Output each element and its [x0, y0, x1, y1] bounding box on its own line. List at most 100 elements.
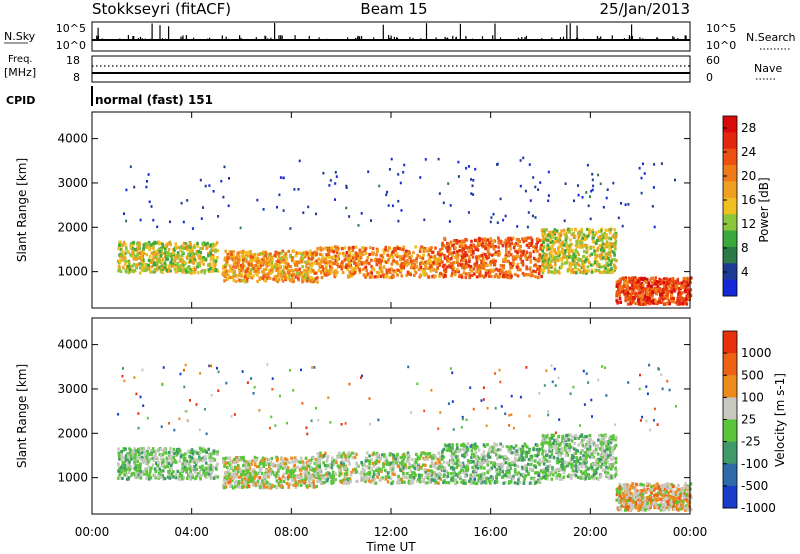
heatmap-cell	[403, 455, 407, 459]
heatmap-cell	[157, 460, 160, 465]
heatmap-cell	[589, 195, 591, 198]
heatmap-cell	[136, 469, 139, 473]
heatmap-cell	[661, 299, 664, 303]
heatmap-cell	[402, 254, 406, 258]
heatmap-cell	[557, 249, 560, 253]
heatmap-cell	[451, 254, 454, 258]
heatmap-cell	[426, 266, 429, 270]
heatmap-cell	[316, 464, 319, 468]
heatmap-cell	[265, 468, 268, 473]
heatmap-cell	[211, 266, 215, 270]
heatmap-cell	[127, 250, 130, 254]
heatmap-cell	[438, 250, 441, 255]
heatmap-cell	[386, 474, 390, 478]
heatmap-cell	[201, 449, 205, 453]
heatmap-cell	[227, 273, 230, 277]
heatmap-cell	[399, 456, 403, 460]
heatmap-cell	[606, 269, 609, 273]
heatmap-cell	[143, 447, 146, 451]
heatmap-cell	[186, 450, 190, 454]
heatmap-cell	[147, 240, 151, 244]
heatmap-cell	[683, 280, 687, 284]
heatmap-cell	[156, 464, 159, 468]
heatmap-cell	[375, 262, 379, 266]
heatmap-cell	[609, 242, 612, 246]
heatmap-cell	[250, 268, 253, 272]
heatmap-cell	[252, 266, 255, 271]
heatmap-cell	[149, 452, 153, 456]
heatmap-cell	[460, 248, 464, 253]
heatmap-cell	[246, 478, 250, 482]
heatmap-cell	[613, 232, 616, 236]
heatmap-cell	[357, 257, 360, 261]
heatmap-cell	[560, 259, 564, 263]
heatmap-cell	[345, 206, 348, 210]
heatmap-cell	[323, 454, 326, 458]
heatmap-cell	[434, 246, 437, 250]
heatmap-cell	[334, 254, 337, 258]
heatmap-cell	[371, 252, 375, 257]
heatmap-cell	[585, 269, 589, 273]
heatmap-cell	[492, 260, 496, 264]
heatmap-cell	[468, 255, 471, 259]
heatmap-cell	[124, 247, 128, 251]
heatmap-cell	[541, 262, 544, 266]
heatmap-cell	[635, 285, 638, 289]
heatmap-cell	[228, 275, 232, 280]
heatmap-cell	[608, 259, 611, 263]
heatmap-cell	[230, 484, 234, 489]
heatmap-cell	[426, 452, 429, 456]
heatmap-cell	[538, 265, 542, 269]
heatmap-cell	[345, 263, 348, 267]
heatmap-cell	[370, 219, 372, 222]
heatmap-cell	[228, 177, 230, 180]
heatmap-cell	[400, 463, 404, 467]
heatmap-cell	[661, 297, 665, 301]
heatmap-cell	[157, 258, 161, 262]
heatmap-cell	[187, 245, 191, 249]
heatmap-cell	[415, 479, 419, 483]
heatmap-cell	[557, 270, 560, 274]
heatmap-cell	[257, 270, 260, 274]
heatmap-cell	[588, 254, 592, 258]
heatmap-cell	[517, 238, 521, 242]
heatmap-cell	[400, 274, 404, 278]
heatmap-cell	[305, 467, 308, 471]
heatmap-cell	[132, 252, 135, 256]
heatmap-cell	[607, 236, 611, 240]
heatmap-cell	[400, 266, 403, 270]
heatmap-cell	[492, 212, 495, 216]
heatmap-cell	[631, 283, 634, 287]
heatmap-cell	[402, 471, 405, 475]
heatmap-cell	[144, 459, 147, 463]
heatmap-cell	[470, 192, 473, 195]
heatmap-cell	[589, 246, 592, 250]
heatmap-cell	[238, 271, 242, 275]
heatmap-cell	[595, 255, 598, 259]
heatmap-cell	[581, 271, 585, 275]
heatmap-cell	[152, 218, 155, 222]
heatmap-cell	[140, 455, 144, 459]
heatmap-cell	[145, 469, 149, 474]
heatmap-cell	[265, 485, 269, 489]
heatmap-cell	[547, 233, 551, 237]
heatmap-cell	[598, 230, 601, 234]
heatmap-cell	[406, 253, 410, 257]
heatmap-cell	[191, 473, 194, 477]
heatmap-cell	[178, 449, 182, 453]
heatmap-cell	[239, 268, 243, 272]
heatmap-cell	[345, 257, 348, 261]
heatmap-cell	[487, 272, 490, 276]
heatmap-cell	[283, 266, 286, 270]
heatmap-cell	[303, 268, 306, 272]
heatmap-cell	[305, 484, 308, 488]
heatmap-cell	[396, 262, 399, 266]
heatmap-cell	[511, 263, 515, 267]
heatmap-cell	[324, 467, 328, 471]
heatmap-cell	[496, 221, 499, 224]
heatmap-cell	[386, 480, 390, 484]
heatmap-cell	[301, 251, 305, 256]
heatmap-cell	[242, 458, 246, 462]
heatmap-cell	[207, 263, 210, 268]
